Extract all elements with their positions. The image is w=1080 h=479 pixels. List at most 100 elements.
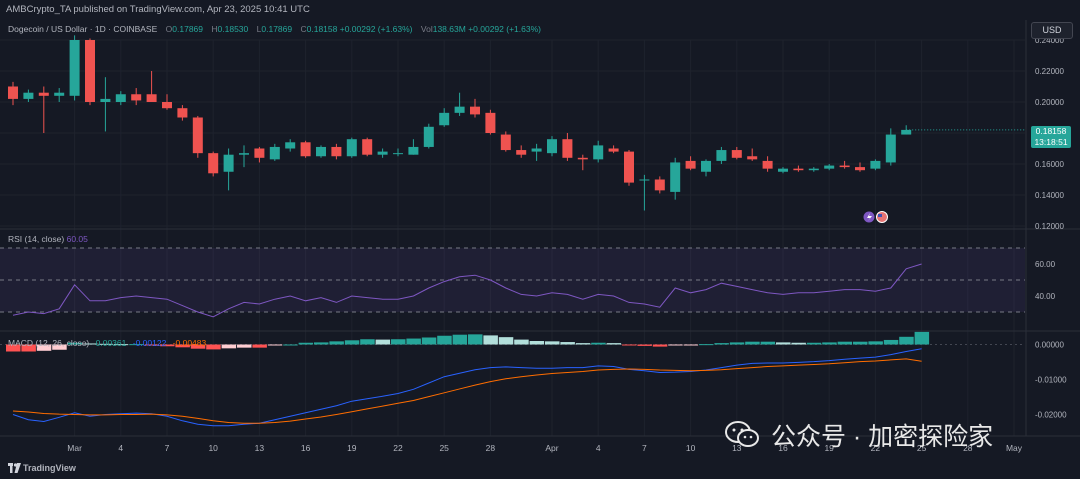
rsi-legend[interactable]: RSI (14, close) 60.05 <box>8 234 88 244</box>
candle-body <box>331 146 342 157</box>
macd-histogram-bar <box>776 342 791 345</box>
candle-body <box>855 167 865 171</box>
time-tick-label: 16 <box>301 443 311 453</box>
time-tick-label: 7 <box>642 443 647 453</box>
candle-body <box>470 106 480 115</box>
macd-histogram-bar <box>98 343 113 345</box>
candle-body <box>269 146 280 160</box>
candle-body <box>870 160 881 169</box>
candle-body <box>393 153 403 155</box>
candle-body <box>177 108 188 118</box>
macd-histogram-bar <box>21 344 36 352</box>
high-value: 0.18530 <box>217 24 249 34</box>
candle-body <box>747 156 758 160</box>
price-tick-label: 0.24000 <box>1035 36 1064 45</box>
candle-body <box>423 126 434 147</box>
candle-body <box>146 94 157 102</box>
footer-bar: TradingView <box>0 459 1080 479</box>
macd-histogram-bar <box>868 341 883 345</box>
candle-body <box>624 151 634 183</box>
high-label: H <box>211 24 218 34</box>
bar-countdown: 13:18:51 <box>1034 137 1068 147</box>
open-label: O <box>165 24 173 34</box>
time-tick-label: 22 <box>871 443 881 453</box>
grid-lines <box>0 39 1025 436</box>
candle-body <box>901 129 912 135</box>
time-tick-label: 10 <box>208 443 218 453</box>
macd-histogram-bar <box>221 344 237 349</box>
macd-histogram-bar <box>514 339 529 345</box>
candle-body <box>485 112 496 133</box>
candle-body <box>531 148 542 152</box>
macd-histogram-bar <box>113 344 129 346</box>
candle-body <box>685 160 696 169</box>
macd-histogram-bar <box>760 341 776 345</box>
flag-stripe <box>878 214 882 217</box>
macd-histogram-bar <box>175 344 190 348</box>
macd-histogram-bar <box>83 343 98 345</box>
time-tick-label: Apr <box>545 443 558 453</box>
macd-histogram-bar <box>206 344 221 350</box>
event-markers <box>863 211 888 223</box>
macd-histogram-bar <box>314 342 329 345</box>
macd-histogram-bar <box>883 339 899 345</box>
time-tick-label: 25 <box>917 443 927 453</box>
macd-histogram-bar <box>160 344 175 347</box>
macd-histogram-bar <box>267 344 283 346</box>
macd-tick-label: 0.00000 <box>1035 341 1064 350</box>
tradingview-brand: TradingView <box>23 463 76 473</box>
macd-histogram-bar <box>406 338 421 345</box>
macd-histogram-bar <box>498 337 514 345</box>
candle-body <box>731 150 742 158</box>
candle-body <box>69 40 80 96</box>
candle-body <box>793 168 804 171</box>
candle-body <box>654 179 665 191</box>
macd-hist-value: 0.00361 <box>95 338 127 348</box>
candle-body <box>38 92 49 96</box>
lightning-icon <box>867 213 872 221</box>
candle-body <box>824 165 835 169</box>
chart-canvas[interactable]: 0.240000.220000.200000.180000.160000.140… <box>0 20 1080 460</box>
publish-header: AMBCrypto_TA published on TradingView.co… <box>0 0 1080 20</box>
candle-body <box>454 106 465 113</box>
macd-histogram-bar <box>298 342 314 345</box>
low-label: L <box>256 24 262 34</box>
rsi-line <box>12 263 922 318</box>
macd-histogram-bar <box>483 335 498 345</box>
macd-histogram-bar <box>421 337 437 345</box>
macd-histogram-bar <box>837 341 853 345</box>
currency-button[interactable]: USD <box>1031 22 1073 39</box>
macd-histogram-bar <box>699 344 714 346</box>
macd-histogram-bar <box>437 335 452 345</box>
rsi-value: 60.05 <box>66 234 88 244</box>
candle-body <box>516 150 527 155</box>
macd-histogram-bar <box>806 342 822 345</box>
time-tick-label: Mar <box>67 443 82 453</box>
macd-legend[interactable]: MACD (12, 26, close) 0.00361 -0.00122 -0… <box>8 338 206 348</box>
candle-body <box>885 134 896 163</box>
macd-histogram-bar <box>899 336 914 345</box>
macd-histogram-bar <box>545 341 560 345</box>
open-value: 0.17869 <box>172 24 204 34</box>
macd-histogram-bar <box>52 344 67 350</box>
symbol-legend[interactable]: Dogecoin / US Dollar · 1D · COINBASE O0.… <box>8 24 541 34</box>
macd-histogram-bar <box>283 344 298 346</box>
candle-body <box>439 112 450 126</box>
candle-body <box>54 92 65 96</box>
macd-histogram-bar <box>36 344 52 351</box>
macd-pane: 0.00000 -0.01000 -0.02000 <box>0 331 1067 427</box>
macd-histogram-bar <box>606 343 622 345</box>
macd-signal-line <box>12 358 922 424</box>
rsi-tick-label: 40.00 <box>1035 292 1056 301</box>
candle-body <box>808 168 819 171</box>
candle-body <box>701 160 711 172</box>
candle-body <box>100 98 111 102</box>
time-tick-label: 4 <box>118 443 123 453</box>
candle-body <box>208 153 219 174</box>
candle-body <box>547 139 557 154</box>
macd-histogram-bar <box>360 339 375 345</box>
macd-line <box>12 348 922 427</box>
rsi-pane: 60.00 40.00 <box>0 247 1056 318</box>
price-tick-label: 0.16000 <box>1035 160 1064 169</box>
candle-body <box>85 40 95 102</box>
